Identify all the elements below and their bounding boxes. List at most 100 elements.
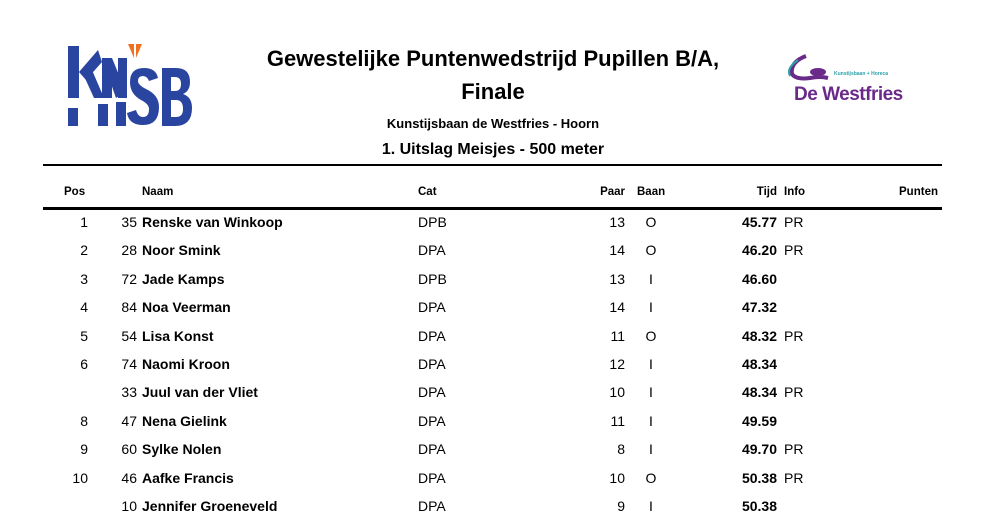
cell-cat: DPA [418, 384, 446, 401]
cell-cat: DPA [418, 412, 446, 429]
cell-baan: O [645, 214, 657, 230]
table-row: 3 72 Jade Kamps DPB 13 I 46.60 [0, 271, 987, 299]
table-row: 1 35 Renske van Winkoop DPB 13 O 45.77 PR [0, 214, 987, 242]
col-naam: Naam [142, 186, 174, 198]
cell-pos: 10 [72, 469, 88, 486]
cell-nr: 47 [121, 412, 137, 429]
cell-tijd: 48.34 [741, 356, 777, 372]
cell-pos: 1 [80, 214, 88, 230]
cell-info: PR [784, 242, 804, 259]
cell-nr: 84 [121, 299, 137, 316]
cell-pos: 8 [80, 412, 88, 429]
page-title-line2: Finale [461, 79, 525, 104]
col-cat: Cat [418, 186, 437, 198]
cell-paar: 11 [610, 327, 625, 344]
cell-cat: DPA [418, 469, 446, 486]
cell-paar: 8 [617, 441, 625, 458]
cell-info: PR [784, 384, 804, 401]
cell-tijd: 46.60 [741, 270, 777, 287]
cell-baan: O [645, 242, 657, 259]
cell-tijd: 47.32 [741, 299, 777, 316]
cell-nr: 54 [121, 327, 137, 344]
header-divider [43, 164, 942, 166]
cell-naam: Jade Kamps [142, 270, 225, 287]
cell-tijd: 48.32 [741, 327, 777, 344]
cell-baan: O [645, 327, 657, 344]
table-row: 4 84 Noa Veerman DPA 14 I 47.32 [0, 299, 987, 327]
cell-cat: DPA [418, 441, 446, 458]
cell-info: PR [784, 441, 804, 458]
cell-pos: 9 [80, 441, 88, 458]
cell-naam: Lisa Konst [142, 327, 214, 344]
cell-paar: 13 [609, 270, 625, 287]
cell-pos: 6 [80, 356, 88, 372]
cell-tijd: 48.34 [741, 384, 777, 401]
cell-pos: 3 [80, 270, 88, 287]
westfries-tagline: Kunstijsbaan + Horeca [834, 71, 889, 77]
cell-pos: 2 [80, 242, 88, 259]
skater-swirl-icon [788, 54, 829, 81]
cell-nr: 35 [121, 214, 137, 230]
table-row: 8 47 Nena Gielink DPA 11 I 49.59 [0, 413, 987, 441]
westfries-name: De Westfries [794, 84, 903, 105]
cell-paar: 12 [609, 356, 625, 372]
cell-naam: Juul van der Vliet [142, 384, 258, 401]
cell-paar: 13 [609, 214, 625, 230]
cell-naam: Aafke Francis [142, 469, 234, 486]
cell-tijd: 50.38 [741, 469, 777, 486]
cell-paar: 10 [609, 469, 625, 486]
cell-baan: O [645, 469, 657, 486]
westfries-logo: Kunstijsbaan + Horeca De Westfries [784, 52, 904, 112]
cell-baan: I [649, 356, 653, 372]
cell-cat: DPA [418, 498, 446, 514]
cell-cat: DPB [418, 214, 447, 230]
cell-baan: I [649, 441, 653, 458]
page-title-line1: Gewestelijke Puntenwedstrijd Pupillen B/… [266, 46, 720, 71]
cell-tijd: 50.38 [741, 498, 777, 514]
cell-paar: 9 [617, 498, 625, 514]
cell-nr: 72 [121, 270, 137, 287]
cell-cat: DPA [418, 356, 446, 372]
cell-nr: 74 [121, 356, 137, 372]
cell-naam: Jennifer Groeneveld [142, 498, 278, 514]
cell-naam: Noa Veerman [142, 299, 231, 316]
venue: Kunstijsbaan de Westfries - Hoorn [386, 116, 600, 131]
cell-pos: 5 [80, 327, 88, 344]
cell-cat: DPA [418, 299, 446, 316]
col-punten: Punten [899, 186, 938, 198]
cell-cat: DPB [418, 270, 447, 287]
col-baan: Baan [637, 186, 666, 198]
cell-tijd: 45.77 [741, 214, 777, 230]
cell-naam: Naomi Kroon [142, 356, 230, 372]
cell-paar: 11 [610, 412, 625, 429]
col-paar: Paar [600, 186, 625, 198]
col-info: Info [784, 186, 806, 198]
table-row: 10 46 Aafke Francis DPA 10 O 50.38 PR [0, 470, 987, 498]
cell-nr: 33 [121, 384, 137, 401]
cell-paar: 14 [609, 242, 625, 259]
cell-baan: I [649, 299, 653, 316]
cell-naam: Renske van Winkoop [142, 214, 283, 230]
cell-nr: 60 [121, 441, 137, 458]
cell-tijd: 46.20 [741, 242, 777, 259]
table-row: 6 74 Naomi Kroon DPA 12 I 48.34 [0, 356, 987, 384]
col-tijd: Tijd [756, 186, 777, 198]
cell-paar: 14 [609, 299, 625, 316]
cell-naam: Noor Smink [142, 242, 221, 259]
cell-baan: I [649, 384, 653, 401]
cell-baan: I [649, 498, 653, 514]
cell-pos: 4 [80, 299, 88, 316]
table-row: 33 Juul van der Vliet DPA 10 I 48.34 PR [0, 384, 987, 412]
table-row: 5 54 Lisa Konst DPA 11 O 48.32 PR [0, 328, 987, 356]
cell-nr: 46 [121, 469, 137, 486]
cell-info: PR [784, 214, 804, 230]
cell-cat: DPA [418, 242, 446, 259]
knsb-logo [68, 44, 192, 126]
cell-naam: Sylke Nolen [142, 441, 222, 458]
cell-naam: Nena Gielink [142, 412, 227, 429]
section-title: 1. Uitslag Meisjes - 500 meter [381, 141, 605, 158]
cell-info: PR [784, 469, 804, 486]
cell-cat: DPA [418, 327, 446, 344]
table-row: 9 60 Sylke Nolen DPA 8 I 49.70 PR [0, 441, 987, 469]
table-row: 10 Jennifer Groeneveld DPA 9 I 50.38 [0, 498, 987, 526]
